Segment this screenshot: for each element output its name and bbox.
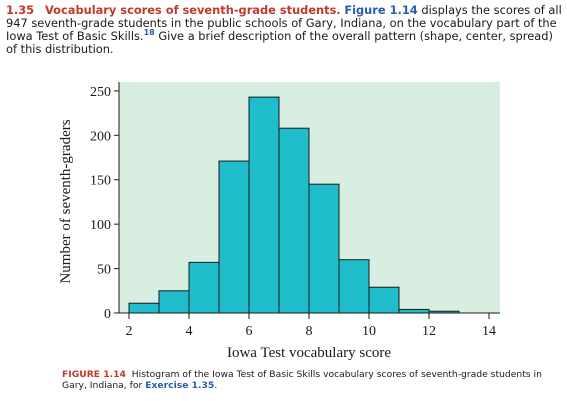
y-tick-label: 200 [90, 129, 111, 144]
y-tick-label: 250 [90, 85, 111, 100]
x-tick-label: 4 [186, 324, 193, 339]
figure-reference[interactable]: Figure 1.14 [344, 3, 418, 17]
histogram-bar [338, 259, 370, 314]
x-tick-label: 14 [482, 324, 496, 339]
exercise-reference[interactable]: Exercise 1.35 [145, 380, 215, 391]
axes-group: 0 50 100 150 200 250 2 4 6 8 10 12 14 [90, 82, 500, 339]
x-tick-label: 10 [362, 324, 376, 339]
x-tick-label: 6 [246, 324, 253, 339]
x-axis-label: Iowa Test vocabulary score [227, 345, 391, 361]
y-tick-label: 100 [90, 218, 111, 233]
x-tick-label: 12 [422, 324, 436, 339]
caption-end: . [214, 380, 218, 391]
x-tick-label: 8 [306, 324, 313, 339]
problem-body-1: displays the scores of all 947 seventh-g… [6, 3, 562, 43]
problem-text: 1.35 Vocabulary scores of seventh-grade … [6, 4, 562, 56]
histogram-bar [158, 290, 190, 314]
x-tick-label: 2 [126, 324, 133, 339]
y-tick-label: 0 [104, 307, 111, 322]
histogram-bar [398, 308, 430, 314]
histogram-bar [128, 302, 160, 314]
footnote-marker[interactable]: 18 [143, 28, 155, 38]
histogram-bar [308, 183, 340, 314]
histogram-bar [188, 261, 220, 314]
histogram-bar [278, 127, 310, 314]
y-tick-label: 50 [97, 263, 111, 278]
y-tick-label: 150 [90, 174, 111, 189]
problem-title: Vocabulary scores of seventh-grade stude… [44, 3, 341, 17]
caption-text: Histogram of the Iowa Test of Basic Skil… [62, 369, 542, 391]
histogram-bar [368, 286, 400, 314]
histogram-chart: 0 50 100 150 200 250 2 4 6 8 10 12 14 Number of seve… [58, 82, 500, 361]
caption-label: FIGURE 1.14 [62, 369, 126, 380]
histogram-bar [218, 160, 250, 314]
problem-number: 1.35 [6, 3, 35, 17]
y-axis-label: Number of seventh-graders [58, 119, 74, 283]
problem-body-2: Give a brief description of the overall … [6, 29, 553, 56]
histogram-bar [248, 96, 280, 314]
figure-caption: FIGURE 1.14 Histogram of the Iowa Test o… [62, 369, 542, 391]
bars-group [128, 96, 460, 314]
